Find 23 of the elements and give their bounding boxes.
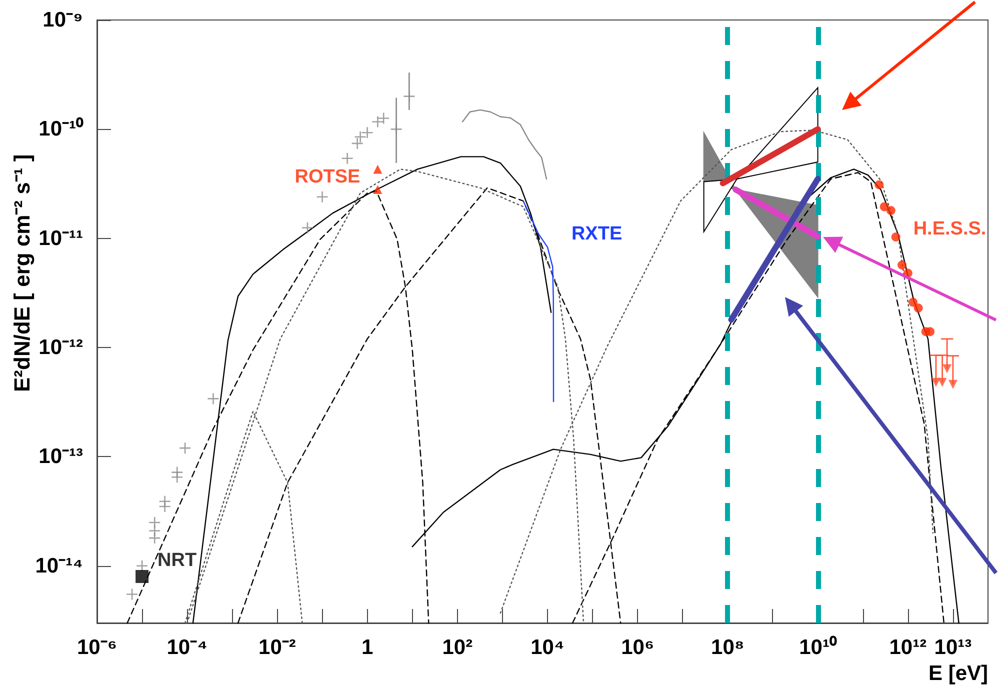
series-label: ROTSE	[294, 166, 360, 188]
x-axis-title: E [eV]	[928, 662, 988, 685]
x-tick-label: 10¹⁰	[799, 635, 838, 659]
y-axis-title: E²dN/dE [ erg cm⁻² s⁻¹ ]	[10, 154, 34, 392]
series-label: RXTE	[571, 223, 622, 244]
y-tick-label: 10⁻⁹	[42, 8, 83, 32]
x-tick-label: 10²	[442, 636, 473, 659]
x-tick-label: 10⁶	[621, 636, 654, 659]
x-tick-label: 10¹³	[934, 636, 972, 659]
y-tick-label: 10⁻¹²	[38, 336, 83, 360]
x-tick-label: 1	[361, 636, 374, 659]
x-tick-label: 10⁸	[711, 636, 744, 659]
series-label: H.E.S.S.	[913, 218, 986, 240]
series-label: NRT	[158, 550, 197, 571]
y-tick-label: 10⁻¹³	[38, 445, 83, 468]
y-tick-label: 10⁻¹¹	[38, 226, 83, 250]
x-tick-label: 10⁴	[530, 636, 564, 659]
y-tick-label: 10⁻¹⁴	[35, 554, 83, 578]
x-tick-label: 10¹²	[889, 636, 927, 659]
x-tick-label: 10⁻⁴	[166, 636, 208, 659]
x-tick-label: 10⁻⁶	[76, 636, 118, 659]
x-tick-label: 10⁻²	[258, 636, 296, 659]
y-tick-label: 10⁻¹⁰	[38, 116, 84, 141]
